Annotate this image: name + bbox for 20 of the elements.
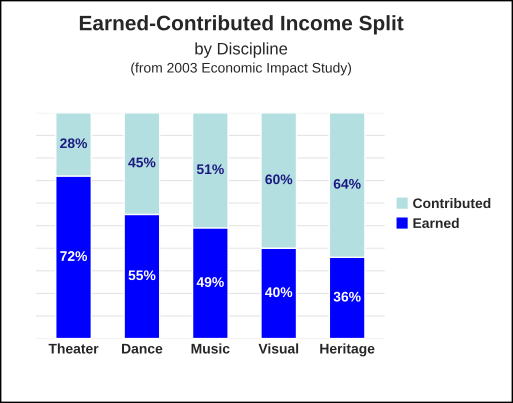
legend-label: Earned xyxy=(413,218,459,228)
x-tick-label: Dance xyxy=(122,344,162,354)
data-label: 72% xyxy=(60,251,88,261)
x-tick-label: Visual xyxy=(258,343,298,354)
data-label: 49% xyxy=(196,277,224,287)
x-tick-label: Music xyxy=(192,343,230,354)
x-tick-label: Heritage xyxy=(320,343,374,356)
data-label: 45% xyxy=(128,158,156,168)
data-label: 60% xyxy=(265,174,292,184)
data-label: 28% xyxy=(60,138,88,148)
data-label: 40% xyxy=(265,287,292,298)
text: (from 2003 Economic Impact Study) xyxy=(131,62,352,76)
data-label: 51% xyxy=(196,164,224,174)
data-label: 64% xyxy=(334,178,361,189)
data-label: 36% xyxy=(334,292,361,302)
legend-label: Contributed xyxy=(413,198,490,208)
x-tick-label: Theater xyxy=(48,343,98,354)
chart-subtitle: by Discipline xyxy=(195,42,288,58)
data-label: 55% xyxy=(128,270,156,280)
chart-title: Earned-Contributed Income Split xyxy=(80,15,404,35)
